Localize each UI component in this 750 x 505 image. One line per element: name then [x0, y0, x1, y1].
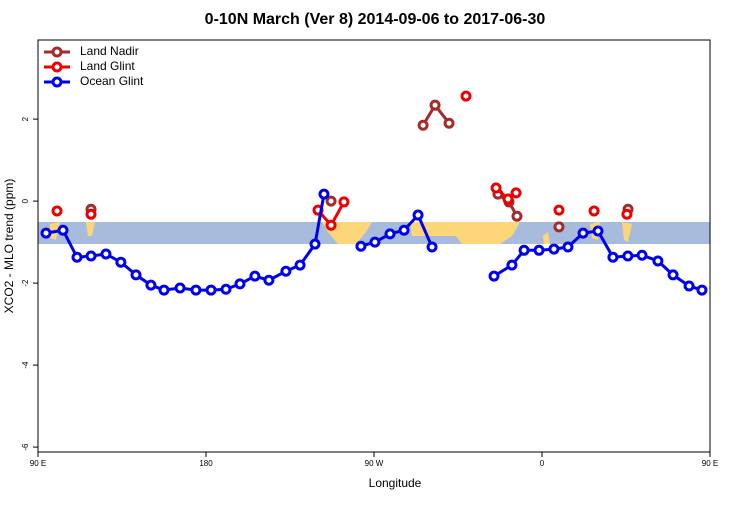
- data-point: [577, 227, 589, 239]
- x-tick-label: 90 W: [365, 459, 384, 468]
- data-point: [318, 188, 330, 200]
- data-point: [205, 284, 217, 296]
- data-point: [460, 90, 472, 102]
- data-point: [518, 244, 530, 256]
- data-point: [622, 250, 634, 262]
- data-point: [443, 117, 455, 129]
- data-point: [511, 210, 523, 222]
- data-point: [115, 256, 127, 268]
- data-point: [502, 193, 514, 205]
- data-point: [145, 279, 157, 291]
- data-point: [325, 219, 337, 231]
- data-point: [280, 265, 292, 277]
- data-point: [510, 187, 522, 199]
- data-point: [683, 280, 695, 292]
- map-band: [38, 222, 710, 244]
- data-point: [57, 224, 69, 236]
- y-tick-label: 0: [21, 198, 30, 203]
- x-tick-label: 90 E: [30, 459, 46, 468]
- y-tick-label: 2: [21, 116, 30, 121]
- data-point: [488, 270, 500, 282]
- data-point: [369, 236, 381, 248]
- data-point: [607, 251, 619, 263]
- data-point: [592, 225, 604, 237]
- data-point: [384, 228, 396, 240]
- data-point: [588, 205, 600, 217]
- data-point: [506, 259, 518, 271]
- data-point: [85, 208, 97, 220]
- data-point: [85, 250, 97, 262]
- data-point: [562, 241, 574, 253]
- data-point: [325, 195, 337, 207]
- data-point: [429, 99, 441, 111]
- y-axis-label: XCO2 - MLO trend (ppm): [2, 179, 16, 314]
- data-point: [234, 278, 246, 290]
- data-point: [490, 182, 502, 194]
- data-point: [338, 196, 350, 208]
- data-point: [158, 284, 170, 296]
- data-point: [174, 282, 186, 294]
- data-point: [100, 248, 112, 260]
- data-point: [553, 221, 565, 233]
- data-point: [40, 227, 52, 239]
- y-tick-label: -6: [21, 443, 30, 451]
- legend-label: Land Glint: [80, 59, 135, 73]
- data-point: [548, 243, 560, 255]
- data-point: [130, 269, 142, 281]
- legend-marker: [51, 61, 63, 73]
- x-tick-label: 180: [199, 459, 213, 468]
- data-point: [417, 119, 429, 131]
- chart-title: 0-10N March (Ver 8) 2014-09-06 to 2017-0…: [205, 11, 546, 28]
- legend-label: Ocean Glint: [80, 74, 144, 88]
- data-point: [190, 284, 202, 296]
- data-point: [71, 251, 83, 263]
- data-point: [636, 249, 648, 261]
- x-axis-label: Longitude: [369, 476, 422, 490]
- data-point: [51, 205, 63, 217]
- y-tick-label: -4: [21, 361, 30, 369]
- data-point: [294, 259, 306, 271]
- data-point: [412, 209, 424, 221]
- data-point: [355, 240, 367, 252]
- data-point: [621, 208, 633, 220]
- data-point: [309, 238, 321, 250]
- x-tick-label: 90 E: [702, 459, 718, 468]
- legend-label: Land Nadir: [80, 44, 139, 58]
- data-point: [667, 269, 679, 281]
- data-point: [398, 224, 410, 236]
- data-point: [553, 204, 565, 216]
- y-tick-label: -2: [21, 279, 30, 287]
- data-point: [426, 241, 438, 253]
- data-point: [652, 255, 664, 267]
- data-point: [263, 274, 275, 286]
- data-point: [220, 283, 232, 295]
- data-point: [249, 270, 261, 282]
- legend-marker: [51, 46, 63, 58]
- legend-marker: [51, 76, 63, 88]
- x-tick-label: 0: [540, 459, 545, 468]
- data-point: [696, 284, 708, 296]
- data-point: [533, 244, 545, 256]
